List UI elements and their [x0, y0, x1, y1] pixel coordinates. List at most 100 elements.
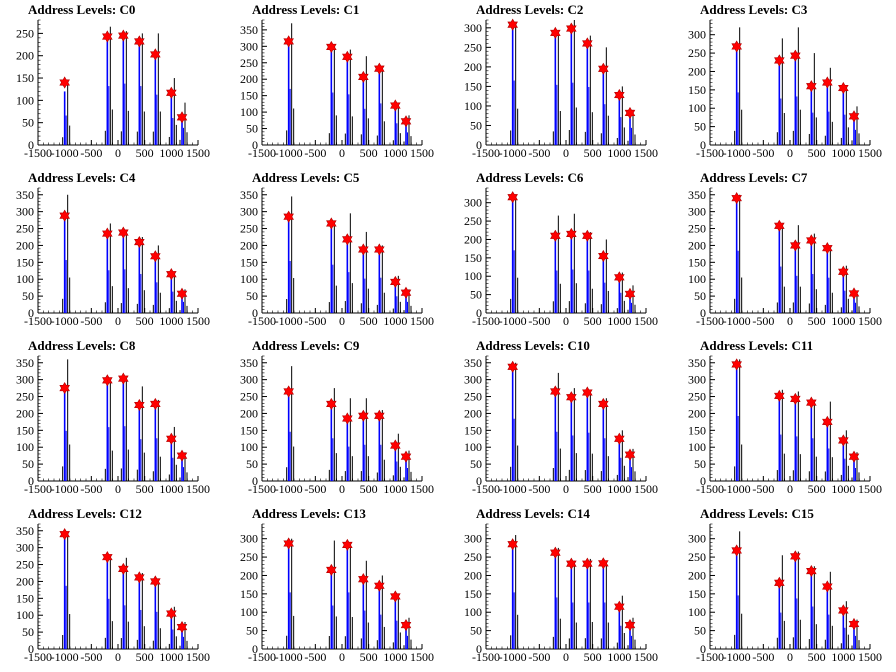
panel-title: Address Levels: C11	[700, 338, 813, 353]
x-tick-label: -500	[528, 482, 550, 496]
peak-marker	[59, 209, 70, 222]
x-tick-label: -500	[752, 146, 774, 160]
y-tick-label: 300	[240, 532, 258, 546]
peak-marker	[774, 54, 785, 67]
y-tick-label: 100	[688, 101, 706, 115]
x-tick-label: -500	[80, 146, 102, 160]
x-tick-label: 0	[563, 146, 569, 160]
x-tick-label: 500	[136, 314, 154, 328]
panel-title: Address Levels: C6	[476, 170, 584, 185]
peak-marker	[838, 81, 849, 95]
y-tick-label: 250	[240, 56, 258, 70]
y-tick-label: 250	[464, 40, 482, 54]
x-tick-label: 0	[115, 146, 121, 160]
histogram-svg: Address Levels: C8 0 50 100 150 200 250 300 350 -…	[16, 338, 210, 496]
y-tick-label: 350	[240, 356, 258, 370]
y-tick-label: 150	[16, 71, 34, 85]
y-tick-label: 0	[700, 138, 706, 152]
peak-marker	[598, 249, 609, 263]
x-tick-label: -1000	[499, 482, 527, 496]
peak-marker	[342, 412, 353, 425]
x-tick-label: -1500	[24, 314, 52, 328]
peak-marker	[566, 557, 577, 570]
peak-marker	[374, 409, 385, 422]
y-tick-label: 200	[464, 60, 482, 74]
peak-marker	[806, 80, 817, 93]
peak-marker	[507, 191, 518, 204]
peak-marker	[550, 26, 561, 39]
y-tick-label: 250	[688, 550, 706, 564]
y-tick-label: 250	[688, 390, 706, 404]
peak-marker	[326, 563, 337, 577]
y-tick-label: 300	[688, 28, 706, 42]
y-tick-label: 50	[22, 116, 34, 130]
y-tick-label: 200	[688, 406, 706, 420]
y-tick-label: 350	[240, 188, 258, 202]
y-tick-label: 50	[22, 289, 34, 303]
x-tick-label: 0	[787, 314, 793, 328]
y-tick-label: 50	[694, 457, 706, 471]
x-tick-label: 500	[136, 146, 154, 160]
x-tick-label: 1500	[186, 650, 210, 664]
y-tick-label: 200	[16, 49, 34, 63]
histogram-panel: Address Levels: C8 0 50 100 150 200 250 300 350 -…	[0, 336, 224, 504]
x-tick-label: 0	[115, 314, 121, 328]
x-tick-label: -500	[528, 146, 550, 160]
x-tick-label: 1500	[634, 314, 658, 328]
x-tick-label: -500	[304, 482, 326, 496]
peak-marker	[176, 287, 188, 300]
y-tick-label: 300	[240, 39, 258, 53]
x-tick-label: -1500	[696, 482, 724, 496]
y-tick-label: 200	[240, 568, 258, 582]
x-tick-label: 1500	[634, 146, 658, 160]
y-tick-label: 0	[28, 138, 34, 152]
y-tick-label: 100	[688, 272, 706, 286]
y-tick-label: 250	[464, 550, 482, 564]
y-tick-label: 250	[16, 26, 34, 40]
x-tick-label: 1000	[383, 314, 407, 328]
histogram-panel: Address Levels: C13 0 50 100 150 200 250 300 -15…	[224, 504, 448, 672]
peak-marker	[614, 271, 625, 284]
x-tick-label: 500	[136, 650, 154, 664]
peak-marker	[166, 432, 177, 445]
peak-marker	[774, 219, 785, 232]
y-tick-label: 300	[240, 205, 258, 219]
y-tick-label: 0	[476, 642, 482, 656]
histogram-panel: Address Levels: C1 0 50 100 150 200 250 300 350 -…	[224, 0, 448, 168]
panel-title: Address Levels: C7	[700, 170, 808, 185]
peak-marker	[731, 358, 742, 371]
histogram-svg: Address Levels: C15 0 50 100 150 200 250 300 -15…	[688, 506, 882, 664]
histogram-svg: Address Levels: C10 0 50 100 150 200 250 300 350…	[464, 338, 658, 496]
y-tick-label: 200	[464, 568, 482, 582]
y-tick-label: 250	[464, 214, 482, 228]
peak-marker	[400, 115, 412, 128]
x-tick-label: 1500	[186, 146, 210, 160]
x-tick-label: 1000	[383, 146, 407, 160]
x-tick-label: -1500	[472, 314, 500, 328]
y-tick-label: 350	[464, 356, 482, 370]
x-tick-label: 1500	[634, 650, 658, 664]
y-tick-label: 200	[688, 64, 706, 78]
y-tick-label: 300	[464, 373, 482, 387]
x-tick-label: -1500	[248, 146, 276, 160]
y-tick-label: 300	[464, 21, 482, 35]
y-tick-label: 50	[470, 457, 482, 471]
peak-marker	[598, 62, 609, 75]
peak-marker	[358, 243, 369, 256]
peak-marker	[582, 37, 593, 50]
peak-marker	[624, 448, 636, 461]
x-tick-label: -500	[304, 314, 326, 328]
peak-marker	[400, 450, 412, 463]
x-tick-label: 500	[808, 482, 826, 496]
y-tick-label: 100	[464, 440, 482, 454]
y-tick-label: 50	[470, 118, 482, 132]
peak-marker	[283, 210, 294, 223]
peak-marker	[358, 573, 369, 586]
panel-title: Address Levels: C12	[28, 506, 142, 521]
peak-marker	[848, 287, 860, 300]
y-tick-label: 50	[694, 120, 706, 134]
peak-marker	[390, 275, 401, 289]
peak-marker	[838, 265, 849, 278]
histogram-svg: Address Levels: C3 0 50 100 150 200 250 300 -150…	[688, 2, 882, 160]
panel-title: Address Levels: C3	[700, 2, 808, 17]
